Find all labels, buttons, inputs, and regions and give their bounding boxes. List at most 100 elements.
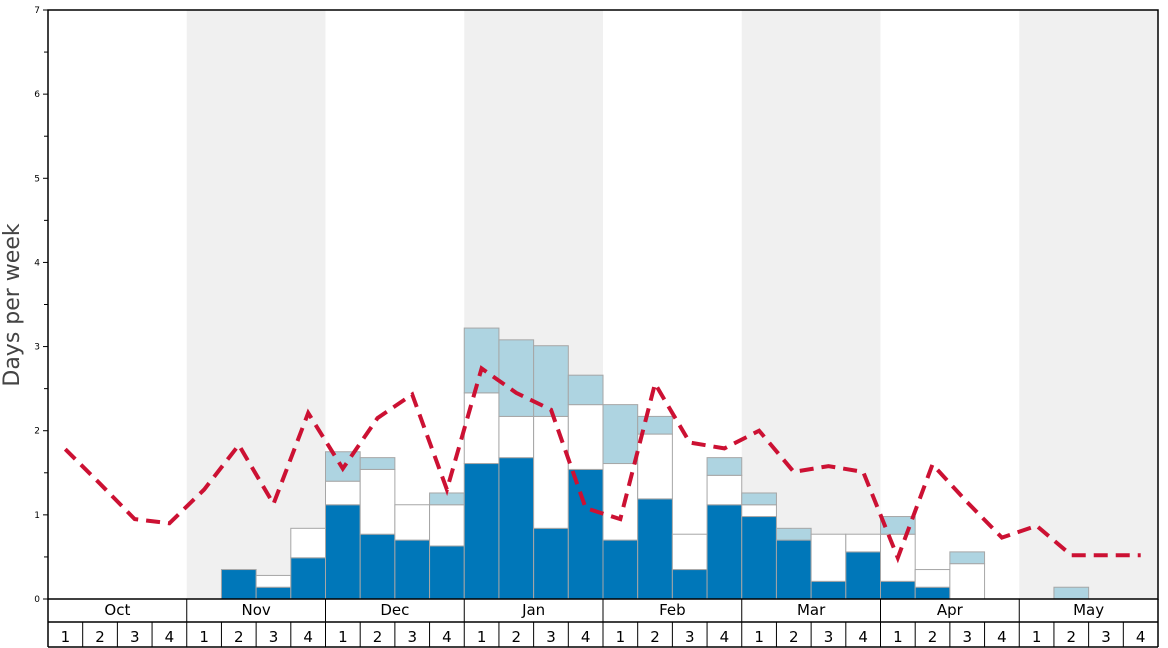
- bar-week-19-segment-2: [671, 533, 708, 571]
- bar-week-26-segment-2: [914, 569, 951, 588]
- bar-week-24-segment-2: [845, 533, 881, 553]
- week-label: 1: [61, 628, 71, 646]
- month-shading: [186, 10, 1158, 599]
- bar-week-15-segment-2: [533, 415, 569, 529]
- week-label: 1: [199, 628, 209, 646]
- y-tick-label: 7: [34, 6, 40, 16]
- bar-week-9-segment-1: [325, 504, 361, 600]
- bar-week-16-segment-2: [567, 404, 604, 470]
- week-label: 4: [442, 628, 452, 646]
- week-label: 3: [269, 628, 279, 646]
- bar-week-16-segment-1: [567, 468, 604, 600]
- month-label-apr: Apr: [937, 601, 964, 619]
- bar-week-30-segment-3: [1053, 586, 1090, 600]
- bar-week-16-segment-3: [567, 374, 604, 406]
- bar-week-20-segment-2: [706, 474, 743, 506]
- bar-week-23-segment-2: [810, 533, 847, 582]
- month-shade-nov: [186, 10, 326, 599]
- week-label: 4: [720, 628, 730, 646]
- bar-week-12-segment-2: [429, 504, 465, 547]
- bar-week-13-segment-3: [463, 327, 500, 394]
- week-label: 2: [234, 628, 244, 646]
- bar-week-19-segment-1: [671, 569, 708, 600]
- bar-week-17-segment-3: [602, 404, 639, 465]
- week-label: 2: [928, 628, 938, 646]
- bar-week-10-segment-3: [359, 457, 396, 470]
- bar-week-18-segment-2: [637, 433, 673, 500]
- y-tick-label: 1: [34, 511, 40, 521]
- bar-week-10-segment-1: [359, 533, 396, 600]
- bar-week-10-segment-2: [359, 468, 396, 535]
- bar-week-23-segment-1: [810, 580, 847, 600]
- bar-week-13-segment-1: [463, 463, 500, 600]
- bar-week-11-segment-2: [394, 504, 431, 541]
- bar-week-7-segment-2: [255, 574, 292, 588]
- week-label: 2: [373, 628, 383, 646]
- week-label: 4: [858, 628, 868, 646]
- bar-week-20-segment-1: [706, 504, 743, 600]
- y-tick-label: 5: [34, 174, 40, 184]
- week-label: 3: [546, 628, 556, 646]
- month-label-mar: Mar: [797, 601, 826, 619]
- y-tick-label: 6: [34, 90, 40, 100]
- week-label: 4: [997, 628, 1007, 646]
- y-tick-label: 3: [34, 343, 40, 353]
- bar-week-21-segment-2: [741, 504, 777, 518]
- bar-week-9-segment-2: [325, 480, 361, 506]
- bar-week-18-segment-1: [637, 498, 673, 600]
- bar-week-11-segment-1: [394, 539, 431, 600]
- bar-week-26-segment-1: [914, 586, 951, 600]
- bar-week-7-segment-1: [255, 586, 292, 600]
- week-label: 2: [512, 628, 522, 646]
- bar-week-21-segment-3: [741, 492, 777, 506]
- bar-week-8-segment-2: [290, 527, 326, 559]
- month-label-dec: Dec: [380, 601, 409, 619]
- week-label: 1: [616, 628, 626, 646]
- bar-week-14-segment-3: [498, 339, 535, 417]
- week-label: 4: [303, 628, 313, 646]
- week-label: 2: [789, 628, 799, 646]
- bar-week-13-segment-2: [463, 392, 500, 465]
- week-label: 3: [1101, 628, 1111, 646]
- week-label: 1: [1032, 628, 1042, 646]
- bar-week-14-segment-1: [498, 457, 535, 600]
- bar-week-24-segment-1: [845, 551, 881, 600]
- week-label: 2: [650, 628, 660, 646]
- week-label: 2: [1067, 628, 1077, 646]
- week-label: 3: [407, 628, 417, 646]
- month-label-feb: Feb: [659, 601, 686, 619]
- month-label-nov: Nov: [241, 601, 270, 619]
- bar-week-27-segment-2: [949, 563, 986, 600]
- bar-week-6-segment-1: [220, 569, 257, 600]
- week-label: 1: [477, 628, 487, 646]
- bar-week-12-segment-1: [429, 545, 465, 600]
- week-label: 4: [165, 628, 175, 646]
- week-label: 1: [338, 628, 348, 646]
- bar-week-22-segment-1: [775, 539, 812, 600]
- average-line: [63, 365, 1141, 564]
- bar-week-21-segment-1: [741, 516, 777, 600]
- bar-week-20-segment-3: [706, 457, 743, 476]
- week-label: 1: [893, 628, 903, 646]
- y-tick-label: 0: [34, 595, 40, 605]
- month-label-jan: Jan: [521, 601, 545, 619]
- month-shade-may: [1019, 10, 1158, 599]
- week-label: 3: [824, 628, 834, 646]
- y-tick-label: 4: [34, 258, 40, 268]
- week-label: 3: [685, 628, 695, 646]
- bar-week-25-segment-1: [880, 580, 916, 600]
- month-label-oct: Oct: [104, 601, 130, 619]
- y-tick-label: 2: [34, 427, 40, 437]
- week-label: 1: [754, 628, 764, 646]
- bar-week-27-segment-3: [949, 551, 986, 565]
- bar-week-14-segment-2: [498, 415, 535, 459]
- line-layer: [63, 365, 1141, 564]
- week-label: 3: [130, 628, 140, 646]
- y-axis-label: Days per week: [0, 223, 25, 386]
- bar-week-15-segment-1: [533, 527, 569, 600]
- month-label-may: May: [1073, 601, 1104, 619]
- axis-layer: 0 1 2 3 4 5 6 7 Oct Nov Dec Jan Feb Mar Apr May 1 2 3 4 1 2 3 4…: [34, 6, 1159, 648]
- week-label: 4: [581, 628, 591, 646]
